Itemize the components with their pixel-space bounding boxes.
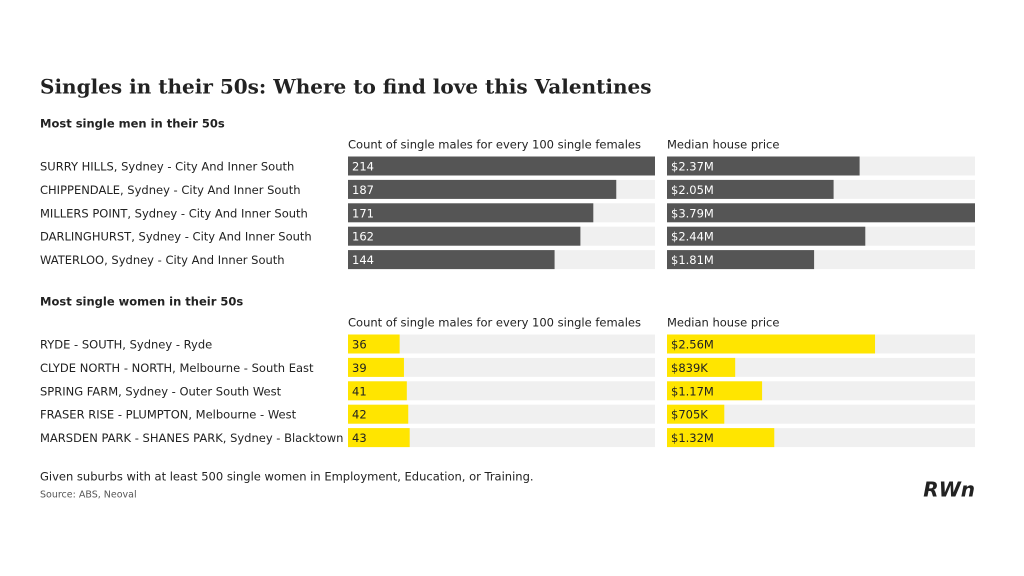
category-label: SPRING FARM, Sydney - Outer South West (40, 384, 282, 398)
bar (667, 179, 834, 199)
category-label: DARLINGHURST, Sydney - City And Inner So… (40, 230, 312, 244)
section-title: Most single women in their 50s (40, 295, 243, 309)
bar (667, 334, 876, 354)
bar (667, 226, 866, 246)
bar (348, 156, 655, 176)
value-label: 171 (352, 206, 374, 220)
bar (667, 357, 736, 377)
value-label: $1.32M (671, 431, 714, 445)
value-label: $2.44M (671, 230, 714, 244)
note: Given suburbs with at least 500 single w… (40, 470, 534, 484)
bar-track (348, 404, 655, 424)
bar (348, 226, 581, 246)
value-label: $1.17M (671, 384, 714, 398)
bar-track (348, 381, 655, 401)
bar (348, 381, 407, 401)
column-header: Count of single males for every 100 sing… (348, 316, 641, 330)
logo: RWn (923, 478, 975, 502)
bar-track (348, 357, 655, 377)
bar-track (667, 357, 975, 377)
section-title: Most single men in their 50s (40, 117, 225, 131)
category-label: CLYDE NORTH - NORTH, Melbourne - South E… (40, 361, 314, 375)
bar (667, 250, 815, 270)
bar (667, 428, 775, 448)
category-label: MILLERS POINT, Sydney - City And Inner S… (40, 206, 308, 220)
chart-title: Singles in their 50s: Where to find love… (40, 75, 651, 99)
category-label: FRASER RISE - PLUMPTON, Melbourne - West (40, 408, 297, 422)
value-label: $705K (671, 408, 708, 422)
value-label: 39 (352, 361, 367, 375)
value-label: 36 (352, 338, 367, 352)
category-label: RYDE - SOUTH, Sydney - Ryde (40, 338, 212, 352)
value-label: 214 (352, 160, 374, 174)
bar (667, 203, 975, 223)
value-label: 41 (352, 384, 367, 398)
bar (348, 179, 617, 199)
column-header: Median house price (667, 316, 779, 330)
value-label: 43 (352, 431, 367, 445)
source: Source: ABS, Neoval (40, 490, 137, 501)
column-header: Count of single males for every 100 sing… (348, 138, 641, 152)
bar (667, 381, 763, 401)
bar (348, 203, 594, 223)
bar-track (348, 428, 655, 448)
value-label: 144 (352, 253, 374, 267)
bar (348, 428, 410, 448)
bar (667, 404, 725, 424)
value-label: $839K (671, 361, 708, 375)
value-label: $2.37M (671, 160, 714, 174)
bar (348, 250, 555, 270)
category-label: SURRY HILLS, Sydney - City And Inner Sou… (40, 160, 294, 174)
bar-track (667, 404, 975, 424)
value-label: $1.81M (671, 253, 714, 267)
value-label: 162 (352, 230, 374, 244)
value-label: $2.05M (671, 183, 714, 197)
value-label: $3.79M (671, 206, 714, 220)
bar (667, 156, 860, 176)
bar (348, 357, 404, 377)
value-label: $2.56M (671, 338, 714, 352)
bar (348, 404, 409, 424)
category-label: MARSDEN PARK - SHANES PARK, Sydney - Bla… (40, 431, 343, 445)
value-label: 187 (352, 183, 374, 197)
category-label: CHIPPENDALE, Sydney - City And Inner Sou… (40, 183, 301, 197)
value-label: 42 (352, 408, 367, 422)
bar-track (348, 334, 655, 354)
bar (348, 334, 400, 354)
category-label: WATERLOO, Sydney - City And Inner South (40, 253, 285, 267)
column-header: Median house price (667, 138, 779, 152)
